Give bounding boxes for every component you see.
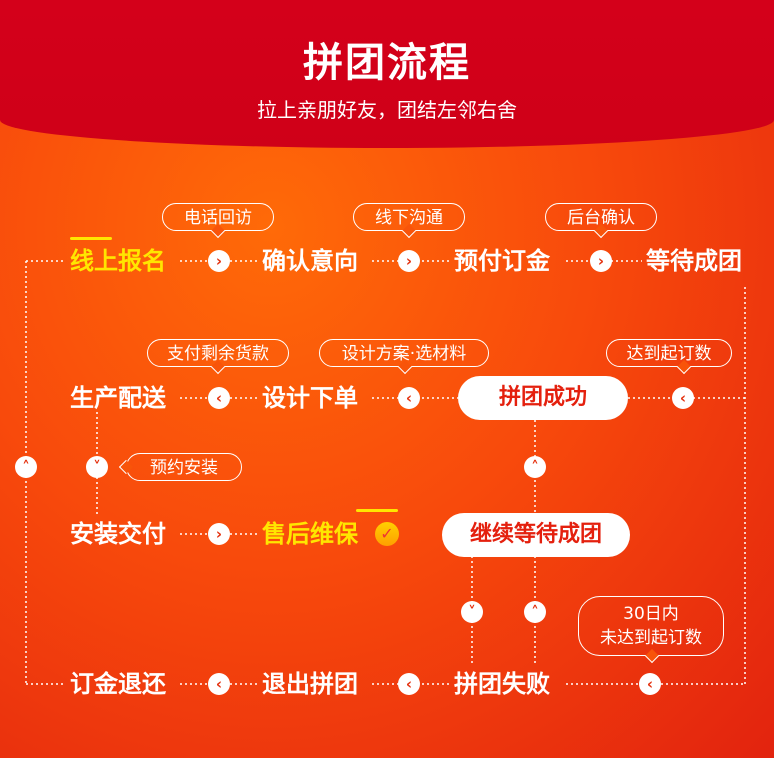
node-after-sales: 售后维保 <box>262 520 358 548</box>
page-subtitle: 拉上亲朋好友，团结左邻右舍 <box>257 98 517 122</box>
node-online-signup: 线上报名 <box>70 247 166 275</box>
check-icon: ✓ <box>375 522 399 546</box>
node-install-delivery: 安装交付 <box>70 520 166 548</box>
arrow-left-icon: ‹ <box>398 673 420 695</box>
node-exit-group: 退出拼团 <box>262 670 358 698</box>
arrow-left-icon: ‹ <box>398 387 420 409</box>
node-group-failed: 拼团失败 <box>454 670 550 698</box>
arrow-up-icon: ˄ <box>15 456 37 478</box>
tag-label: 预约安装 <box>150 458 218 478</box>
node-continue-waiting: 继续等待成团 <box>442 513 630 557</box>
arrow-left-icon: ‹ <box>672 387 694 409</box>
highlight-bar-after-sales <box>356 509 398 512</box>
arrow-left-icon: ‹ <box>208 387 230 409</box>
arrow-down-icon: ˅ <box>86 456 108 478</box>
tag-offline-talk: 线下沟通 <box>353 203 465 239</box>
node-design-order: 设计下单 <box>262 384 358 412</box>
arrow-right-icon: › <box>208 250 230 272</box>
arrow-down-icon: ˅ <box>461 601 483 623</box>
tag-pay-balance: 支付剩余货款 <box>147 339 289 375</box>
arrow-right-icon: › <box>208 523 230 545</box>
tag-backend-confirm: 后台确认 <box>545 203 657 239</box>
tag-phone-visit: 电话回访 <box>162 203 274 239</box>
tag-line1: 30日内 <box>623 604 679 624</box>
arrow-right-icon: › <box>590 250 612 272</box>
node-prepay-deposit: 预付订金 <box>454 247 550 275</box>
tag-30-days: 30日内 未达到起订数 <box>578 596 724 664</box>
tag-label: 电话回访 <box>184 208 252 228</box>
tag-label: 达到起订数 <box>626 344 712 364</box>
node-production-delivery: 生产配送 <box>70 384 166 412</box>
arrow-left-icon: ‹ <box>208 673 230 695</box>
node-wait-group: 等待成团 <box>646 247 742 275</box>
node-group-success: 拼团成功 <box>458 376 628 420</box>
tag-label: 后台确认 <box>567 208 635 228</box>
page-title: 拼团流程 <box>303 40 471 86</box>
node-confirm-intent: 确认意向 <box>262 247 358 275</box>
tag-line2: 未达到起订数 <box>600 628 702 648</box>
node-deposit-refund: 订金退还 <box>70 670 166 698</box>
arrow-left-icon: ‹ <box>639 673 661 695</box>
tag-label: 线下沟通 <box>375 208 443 228</box>
arrow-up-icon: ˄ <box>524 601 546 623</box>
tag-design-plan: 设计方案·选材料 <box>319 339 489 375</box>
arrow-up-icon: ˄ <box>524 456 546 478</box>
tag-label: 设计方案·选材料 <box>341 344 467 364</box>
tag-label: 支付剩余货款 <box>167 344 269 364</box>
arrow-right-icon: › <box>398 250 420 272</box>
tag-book-install: 预约安装 <box>118 453 242 481</box>
highlight-bar-signup <box>70 237 112 240</box>
tag-reach-order-count: 达到起订数 <box>606 339 732 375</box>
header-banner <box>0 0 774 148</box>
